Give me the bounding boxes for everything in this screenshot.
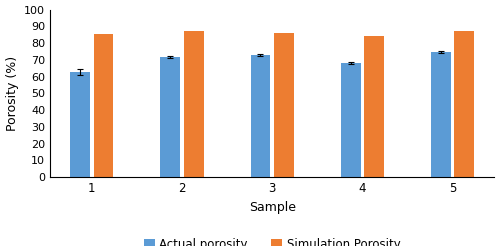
Bar <box>250 55 270 177</box>
Bar <box>341 63 360 177</box>
Bar <box>454 31 474 177</box>
Bar <box>431 52 451 177</box>
Bar <box>184 31 204 177</box>
Bar <box>274 33 294 177</box>
Y-axis label: Porosity (%): Porosity (%) <box>6 56 18 131</box>
X-axis label: Sample: Sample <box>248 200 296 214</box>
Bar <box>70 72 90 177</box>
Legend: Actual porosity, Simulation Porosity: Actual porosity, Simulation Porosity <box>139 233 405 246</box>
Bar <box>160 57 180 177</box>
Bar <box>364 35 384 177</box>
Bar <box>94 34 114 177</box>
